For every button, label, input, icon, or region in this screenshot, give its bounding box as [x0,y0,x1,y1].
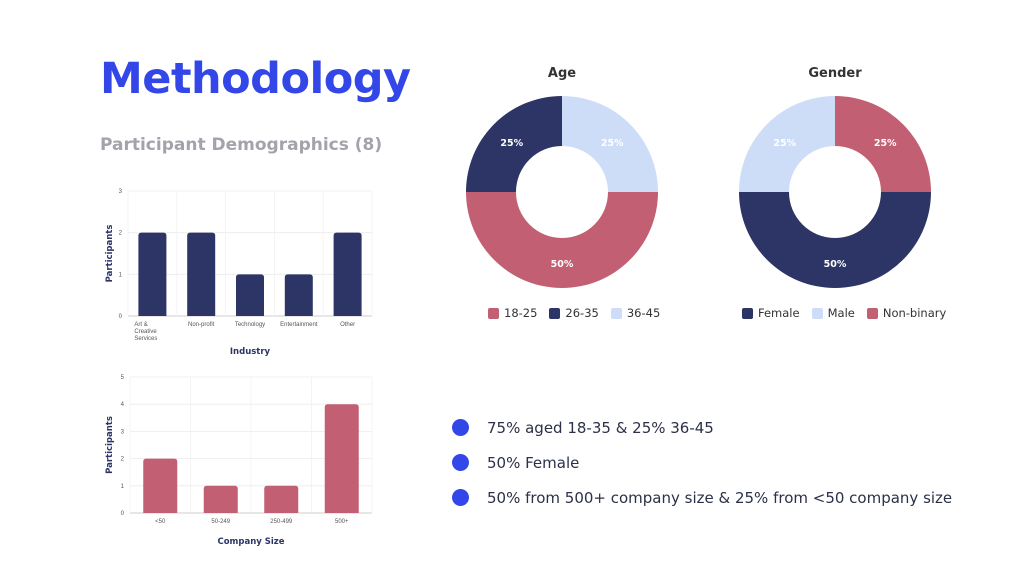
gender-donut-chart: Gender 25% 50% 25% [739,66,931,288]
legend-item: 26-35 [549,306,599,320]
summary-list: 75% aged 18-35 & 25% 36-45 50% Female 50… [452,410,952,515]
legend-label: Non-binary [882,306,947,320]
y-axis-label: Participants [105,416,115,474]
gender-legend: Female Male Non-binary [742,306,946,320]
summary-item: 75% aged 18-35 & 25% 36-45 [452,410,952,445]
y-tick-label: 3 [119,189,123,195]
x-axis-label: Industry [230,347,271,357]
pie-slice [739,192,931,288]
x-tick-label: Creative [134,329,157,335]
y-tick-label: 3 [121,429,125,435]
y-tick-label: 2 [121,457,125,463]
legend-label: Female [758,306,800,320]
summary-text: 50% Female [487,453,580,472]
x-tick-label: 50-249 [211,519,230,525]
legend-label: Male [827,306,855,320]
bar [333,232,362,316]
slice-label: 25% [773,138,796,149]
legend-swatch [488,307,499,319]
legend-item: Male [811,306,855,320]
x-tick-label: 500+ [335,519,349,525]
pie-slice [466,192,658,288]
x-tick-label: 250-499 [270,519,293,525]
bar [236,274,264,316]
bar [143,458,178,513]
y-tick-label: 1 [121,484,125,490]
y-axis-label: Participants [105,225,115,283]
bullet-dot-icon [452,489,469,506]
legend-swatch [742,307,753,319]
age-donut-chart: Age 25% 50% 25% [466,66,658,288]
x-tick-label: Technology [235,322,265,328]
bar [324,404,359,513]
bar [203,485,238,513]
x-axis-label: Company Size [217,537,284,547]
page-subtitle: Participant Demographics (8) [100,135,383,155]
bar [138,232,167,316]
summary-item: 50% Female [452,445,952,480]
slice-label: 25% [874,138,897,149]
pie-slice [466,96,562,192]
slice-label: 50% [824,259,847,270]
x-tick-label: Non-profit [188,322,215,328]
legend-item: 18-25 [488,306,537,320]
summary-text: 50% from 500+ company size & 25% from <5… [487,488,953,507]
y-tick-label: 0 [121,511,125,517]
legend-swatch [549,307,561,319]
legend-label: 36-45 [626,306,661,320]
page-title: Methodology [100,54,411,104]
slice-label: 25% [500,138,523,149]
bullet-dot-icon [452,419,469,436]
summary-item: 50% from 500+ company size & 25% from <5… [452,480,952,515]
x-tick-label: Services [134,336,157,342]
y-tick-label: 4 [121,402,125,408]
legend-label: 18-25 [504,306,538,320]
pie-slice [739,96,835,192]
legend-label: 26-35 [565,306,599,320]
y-tick-label: 5 [121,375,125,381]
company-size-bar-chart: 0 1 2 3 4 5 <50 50-249 250-499 500+ Company Size Pa… [105,375,373,547]
legend-swatch [811,307,823,319]
slice-label: 50% [551,259,574,270]
summary-text: 75% aged 18-35 & 25% 36-45 [487,418,714,437]
pie-slice [835,96,931,192]
legend-item: Female [742,306,800,320]
chart-title: Gender [808,66,862,81]
bar [187,232,216,316]
legend-swatch [866,307,878,319]
x-tick-label: Entertainment [280,322,318,328]
x-tick-label: Other [340,322,355,328]
bar [264,485,299,513]
y-tick-label: 0 [119,314,123,320]
pie-slice [562,96,658,192]
legend-swatch [610,307,622,319]
y-tick-label: 1 [119,272,123,278]
legend-item: 36-45 [610,306,661,320]
y-tick-label: 2 [119,231,123,237]
age-legend: 18-25 26-35 36-45 [488,306,660,320]
bullet-dot-icon [452,454,469,471]
legend-item: Non-binary [866,306,947,320]
x-tick-label: Art & [134,322,147,328]
slice-label: 25% [601,138,624,149]
bar [284,274,313,316]
x-tick-label: <50 [155,519,166,525]
chart-title: Age [548,66,576,81]
